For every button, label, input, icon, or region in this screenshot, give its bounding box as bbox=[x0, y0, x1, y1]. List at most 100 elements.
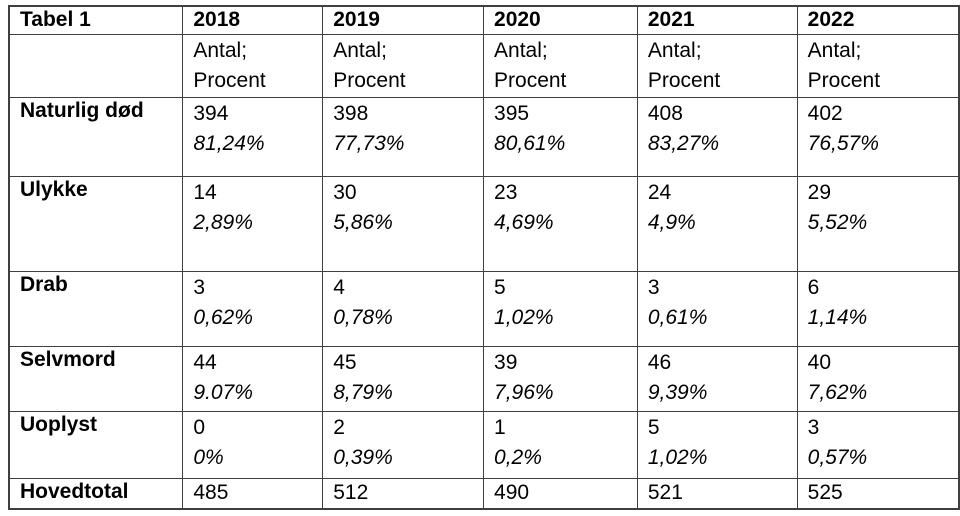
percent-value: 0,78% bbox=[333, 305, 393, 329]
data-cell: 398 77,73% bbox=[322, 96, 485, 177]
count-value: 394 bbox=[193, 101, 229, 125]
count-value: 398 bbox=[333, 101, 369, 125]
table-row-drab: Drab 3 0,62% 4 0,78% 5 1,02% 3 0,61% 6 1… bbox=[8, 270, 960, 347]
percent-value: 8,79% bbox=[333, 380, 393, 404]
count-value: 30 bbox=[333, 180, 357, 204]
count-value: 29 bbox=[807, 180, 832, 204]
percent-value: 1,14% bbox=[807, 305, 868, 329]
data-cell: 402 76,57% bbox=[796, 96, 960, 177]
count-value: 3 bbox=[647, 275, 660, 299]
table-row-ulykke: Ulykke 14 2,89% 30 5,86% 23 4,69% 24 4,9… bbox=[8, 175, 960, 272]
subheader-cell-2020: Antal; Procent bbox=[483, 33, 638, 98]
count-value: 23 bbox=[494, 180, 518, 204]
total-cell-2022: 525 bbox=[796, 477, 960, 510]
total-value: 512 bbox=[333, 480, 369, 504]
procent-label: Procent bbox=[807, 68, 881, 92]
year-header-2020: 2020 bbox=[483, 5, 638, 35]
data-cell: 3 0,57% bbox=[796, 410, 960, 479]
count-value: 2 bbox=[333, 415, 345, 439]
procent-label: Procent bbox=[494, 68, 567, 92]
percent-value: 5,52% bbox=[807, 210, 868, 234]
percent-value: 9,39% bbox=[647, 380, 708, 404]
total-value: 490 bbox=[494, 480, 530, 504]
empty-cell bbox=[8, 33, 184, 98]
procent-label: Procent bbox=[193, 68, 266, 92]
count-value: 3 bbox=[807, 415, 820, 439]
count-value: 6 bbox=[807, 275, 820, 299]
count-value: 402 bbox=[807, 101, 843, 125]
subheader-cell-2022: Antal; Procent bbox=[796, 33, 960, 98]
percent-value: 7,96% bbox=[494, 380, 554, 404]
procent-label: Procent bbox=[333, 68, 406, 92]
data-cell: 0 0% bbox=[182, 410, 324, 479]
percent-value: 83,27% bbox=[647, 131, 720, 155]
data-cell: 3 0,62% bbox=[182, 270, 324, 347]
data-cell: 45 8,79% bbox=[322, 345, 485, 412]
total-value: 521 bbox=[647, 480, 683, 504]
count-value: 4 bbox=[333, 275, 345, 299]
total-cell-2019: 512 bbox=[322, 477, 485, 510]
percent-value: 0% bbox=[193, 445, 224, 469]
percent-value: 81,24% bbox=[193, 131, 265, 155]
total-cell-2018: 485 bbox=[182, 477, 324, 510]
percent-value: 1,02% bbox=[647, 445, 708, 469]
procent-label: Procent bbox=[647, 68, 721, 92]
percent-value: 80,61% bbox=[494, 131, 566, 155]
data-cell: 29 5,52% bbox=[796, 175, 960, 272]
data-cell: 394 81,24% bbox=[182, 96, 324, 177]
antal-label: Antal; bbox=[333, 38, 387, 62]
data-cell: 395 80,61% bbox=[483, 96, 638, 177]
mortality-statistics-table: Tabel 1 2018 2019 2020 2021 2022 Antal; … bbox=[8, 5, 960, 510]
data-cell: 14 2,89% bbox=[182, 175, 324, 272]
row-label-ulykke: Ulykke bbox=[8, 175, 184, 272]
row-label-selvmord: Selvmord bbox=[8, 345, 184, 412]
percent-value: 76,57% bbox=[807, 131, 879, 155]
count-value: 46 bbox=[647, 350, 672, 374]
percent-value: 0,2% bbox=[494, 445, 542, 469]
count-value: 45 bbox=[333, 350, 357, 374]
year-header-2021: 2021 bbox=[636, 5, 798, 35]
antal-label: Antal; bbox=[647, 38, 702, 62]
subheader-cell-2018: Antal; Procent bbox=[182, 33, 324, 98]
data-cell: 4 0,78% bbox=[322, 270, 485, 347]
count-value: 5 bbox=[494, 275, 506, 299]
subheader-cell-2021: Antal; Procent bbox=[636, 33, 798, 98]
row-label-uoplyst: Uoplyst bbox=[8, 410, 184, 479]
data-cell: 44 9.07% bbox=[182, 345, 324, 412]
total-cell-2020: 490 bbox=[483, 477, 638, 510]
table-row-naturlig-dod: Naturlig død 394 81,24% 398 77,73% 395 8… bbox=[8, 96, 960, 177]
count-value: 40 bbox=[807, 350, 832, 374]
total-cell-2021: 521 bbox=[636, 477, 798, 510]
count-value: 3 bbox=[193, 275, 206, 299]
count-value: 39 bbox=[494, 350, 518, 374]
data-cell: 408 83,27% bbox=[636, 96, 798, 177]
data-cell: 39 7,96% bbox=[483, 345, 638, 412]
percent-value: 9.07% bbox=[193, 380, 253, 404]
data-cell: 40 7,62% bbox=[796, 345, 960, 412]
total-value: 485 bbox=[193, 480, 229, 504]
table-row-selvmord: Selvmord 44 9.07% 45 8,79% 39 7,96% 46 9… bbox=[8, 345, 960, 412]
data-cell: 23 4,69% bbox=[483, 175, 638, 272]
row-label-hovedtotal: Hovedtotal bbox=[8, 477, 184, 510]
percent-value: 0,62% bbox=[193, 305, 253, 329]
year-header-2018: 2018 bbox=[182, 5, 324, 35]
header-row: Tabel 1 2018 2019 2020 2021 2022 bbox=[8, 5, 960, 35]
subheader-cell-2019: Antal; Procent bbox=[322, 33, 485, 98]
data-cell: 6 1,14% bbox=[796, 270, 960, 347]
row-label-naturlig-dod: Naturlig død bbox=[8, 96, 184, 177]
table-row-uoplyst: Uoplyst 0 0% 2 0,39% 1 0,2% 5 1,02% 3 0,… bbox=[8, 410, 960, 479]
data-cell: 5 1,02% bbox=[636, 410, 798, 479]
table-row-hovedtotal: Hovedtotal 485 512 490 521 525 bbox=[8, 477, 960, 510]
percent-value: 7,62% bbox=[807, 380, 868, 404]
antal-label: Antal; bbox=[494, 38, 548, 62]
percent-value: 0,39% bbox=[333, 445, 393, 469]
percent-value: 4,69% bbox=[494, 210, 554, 234]
percent-value: 5,86% bbox=[333, 210, 393, 234]
data-cell: 2 0,39% bbox=[322, 410, 485, 479]
year-header-2022: 2022 bbox=[796, 5, 960, 35]
data-cell: 46 9,39% bbox=[636, 345, 798, 412]
data-cell: 5 1,02% bbox=[483, 270, 638, 347]
row-label-drab: Drab bbox=[8, 270, 184, 347]
year-header-2019: 2019 bbox=[322, 5, 485, 35]
